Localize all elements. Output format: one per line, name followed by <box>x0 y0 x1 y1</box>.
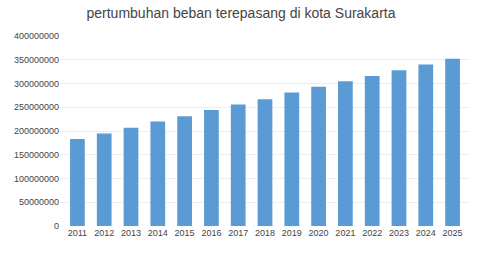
svg-text:0: 0 <box>54 221 59 231</box>
svg-text:2014: 2014 <box>148 228 168 238</box>
svg-text:2023: 2023 <box>389 228 409 238</box>
svg-text:200000000: 200000000 <box>14 126 59 136</box>
svg-text:2021: 2021 <box>335 228 355 238</box>
svg-text:350000000: 350000000 <box>14 55 59 65</box>
svg-text:250000000: 250000000 <box>14 102 59 112</box>
svg-text:2020: 2020 <box>309 228 329 238</box>
svg-text:300000000: 300000000 <box>14 79 59 89</box>
svg-text:2024: 2024 <box>416 228 436 238</box>
svg-text:100000000: 100000000 <box>14 174 59 184</box>
svg-text:2019: 2019 <box>282 228 302 238</box>
svg-text:2016: 2016 <box>201 228 221 238</box>
svg-text:2017: 2017 <box>228 228 248 238</box>
svg-text:150000000: 150000000 <box>14 150 59 160</box>
svg-text:pertumbuhan beban terepasang d: pertumbuhan beban terepasang di kota Sur… <box>87 5 396 21</box>
svg-text:2025: 2025 <box>443 228 463 238</box>
svg-text:2012: 2012 <box>94 228 114 238</box>
svg-text:2022: 2022 <box>362 228 382 238</box>
svg-text:400000000: 400000000 <box>14 31 59 41</box>
svg-text:2018: 2018 <box>255 228 275 238</box>
svg-text:50000000: 50000000 <box>19 197 59 207</box>
svg-text:2015: 2015 <box>175 228 195 238</box>
svg-text:2011: 2011 <box>68 228 87 238</box>
svg-text:2013: 2013 <box>121 228 141 238</box>
